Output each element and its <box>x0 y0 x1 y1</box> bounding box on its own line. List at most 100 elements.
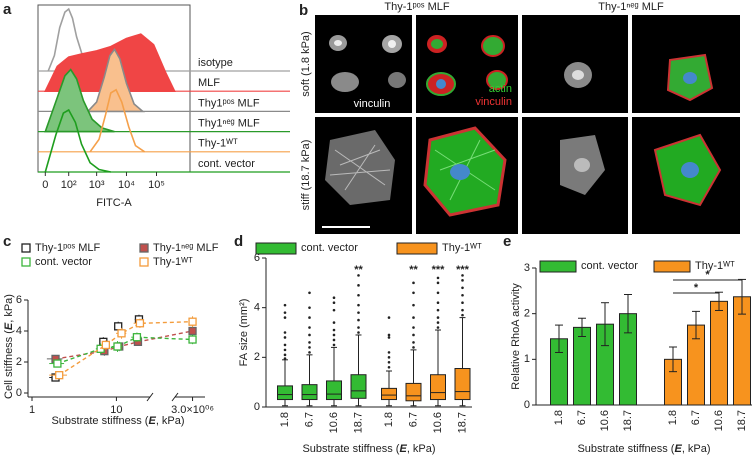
outlier <box>283 348 287 352</box>
x-tick-label: 1.8 <box>279 412 291 427</box>
y-axis-label-part: Cell stiffness ( <box>3 330 15 399</box>
cell <box>486 70 508 90</box>
box <box>405 382 422 402</box>
significance: *** <box>432 264 446 276</box>
outlier <box>436 301 440 305</box>
nucleus <box>681 162 699 178</box>
outlier <box>412 333 415 337</box>
outlier <box>412 303 415 307</box>
x-tick-label: 10.6 <box>328 412 340 433</box>
outlier <box>357 293 360 297</box>
channel-label: vinculin <box>475 96 512 108</box>
marker <box>53 359 62 368</box>
outlier <box>283 331 287 334</box>
x-tick-label: 10⁴ <box>118 179 135 191</box>
row-label: Thy1ᵖᵒˢ MLF <box>198 97 260 109</box>
row-label: isotype <box>198 57 233 69</box>
marker <box>113 342 122 351</box>
legend-marker <box>21 257 31 267</box>
outlier <box>283 303 287 307</box>
legend-label: Thy-1ᵖᵒˢ MLF <box>35 242 101 254</box>
box <box>430 374 446 401</box>
x-tick-label: 6.7 <box>690 410 702 425</box>
legend-label: Thy-1ᵂᵀ <box>442 242 482 254</box>
outlier <box>436 316 440 319</box>
x-axis-label-part: , kPa) <box>156 415 185 427</box>
legend-label: cont. vector <box>301 242 358 254</box>
outlier <box>357 326 360 329</box>
x-axis-label-part: Substrate stiffness ( <box>51 415 148 427</box>
outlier <box>332 338 336 342</box>
marker <box>188 335 197 344</box>
y-axis-label: FA size (mm²) <box>238 299 250 367</box>
x-tick-label: 6.7 <box>303 412 315 427</box>
x-tick-label: 18.7 <box>456 412 468 433</box>
x-axis-label-part: , kPa) <box>682 443 711 455</box>
fit-line <box>58 321 193 376</box>
y-tick-label: 0 <box>524 399 530 411</box>
outlier <box>461 286 464 290</box>
outlier <box>387 336 391 339</box>
cell <box>388 72 406 88</box>
outlier <box>283 336 287 339</box>
outlier <box>412 316 415 319</box>
panel-label: b <box>299 2 308 19</box>
outlier <box>436 326 440 329</box>
outlier <box>461 279 464 282</box>
outlier <box>436 321 440 324</box>
column-header: Thy-1ⁿᵉᵍ MLF <box>598 1 664 13</box>
cells-merged <box>423 35 722 217</box>
y-tick-label: 4 <box>254 302 260 314</box>
legend-swatch <box>539 260 577 273</box>
outlier <box>412 346 415 349</box>
x-tick-label: 10⁵ <box>148 179 165 191</box>
outlier <box>436 281 440 285</box>
outlier <box>387 361 391 364</box>
outlier <box>283 353 287 357</box>
outlier <box>461 274 464 277</box>
x-axis-label: Substrate stiffness (E, kPa) <box>302 443 435 455</box>
marker <box>135 319 145 328</box>
column-header: Thy-1ᵖᵒˢ MLF <box>384 1 450 13</box>
x-tick-label: 1.8 <box>667 410 679 425</box>
x-tick-label: 6.7 <box>407 412 419 427</box>
outlier <box>308 326 311 329</box>
outlier <box>387 365 391 369</box>
x-tick-label: 10³ <box>89 179 105 191</box>
legend-label: Thy-1ᵂᵀ <box>153 256 193 268</box>
box <box>350 374 367 399</box>
marker <box>188 326 197 336</box>
outlier <box>283 311 287 314</box>
y-tick-label: 2 <box>16 356 22 368</box>
panel-label: e <box>503 233 511 250</box>
x-axis-label: Substrate stiffness (E, kPa) <box>577 443 710 455</box>
density-curve <box>44 108 111 173</box>
nucleus <box>436 79 446 89</box>
bar <box>573 326 591 406</box>
cells-gray <box>325 35 605 205</box>
cell <box>572 70 584 80</box>
x-tick-label: 3.0×10⁰⁶ <box>171 404 214 416</box>
x-axis-label-part: Substrate stiffness ( <box>577 443 674 455</box>
cell <box>331 72 359 92</box>
outlier <box>308 291 311 295</box>
outlier <box>387 333 391 337</box>
x-tick-label: 18.7 <box>736 410 748 431</box>
marker <box>101 340 111 350</box>
panel-label: d <box>234 233 243 250</box>
outlier <box>461 293 464 297</box>
cell-fibers <box>329 144 391 191</box>
cell <box>388 40 396 48</box>
outlier <box>412 326 415 329</box>
x-tick-label: 10² <box>61 179 77 191</box>
axis-break <box>146 392 179 402</box>
x-tick-label: 10.6 <box>432 412 444 433</box>
outlier <box>283 357 287 360</box>
legend-label: cont. vector <box>581 260 638 272</box>
row-header: stiff (18.7 kPa) <box>300 140 312 211</box>
nucleus <box>450 164 470 180</box>
x-axis-label: Substrate stiffness (E, kPa) <box>51 415 184 427</box>
x-tick-label: 6.7 <box>576 410 588 425</box>
y-axis-label-part: E <box>3 322 15 330</box>
